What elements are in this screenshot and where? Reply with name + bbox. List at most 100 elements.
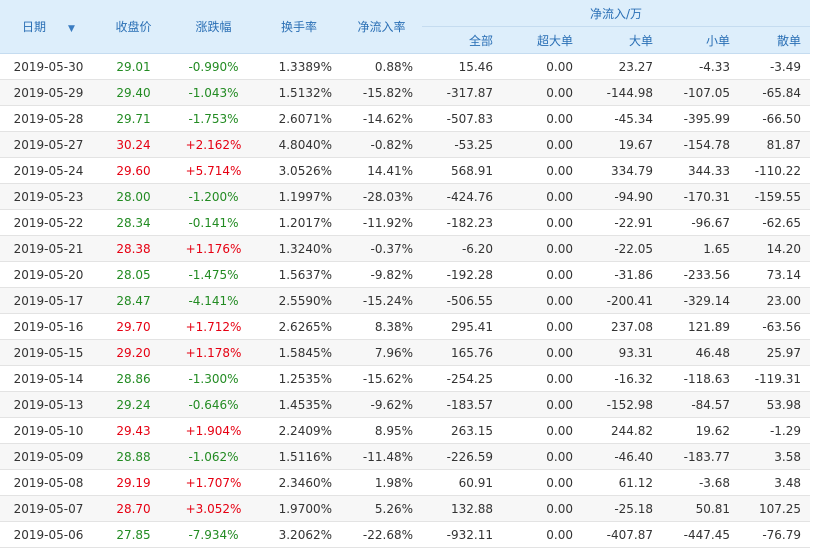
header-netflow-rate[interactable]: 净流入率 [341,0,422,54]
header-close[interactable]: 收盘价 [97,0,170,54]
cell-netflow-rate: -11.48% [341,443,422,470]
cell-date: 2019-05-15 [0,339,97,366]
cell-change: -0.990% [170,53,257,80]
cell-large: -144.98 [582,79,662,106]
header-large[interactable]: 大单 [582,26,662,54]
cell-close: 28.00 [97,183,170,210]
table-row: 2019-05-20 28.05 -1.475% 1.5637% -9.82% -192.… [0,261,811,288]
cell-turnover: 1.2535% [257,365,341,392]
cell-super: 0.00 [502,417,582,444]
cell-retail: 53.98 [739,391,811,418]
cell-date: 2019-05-21 [0,235,97,262]
header-change[interactable]: 涨跌幅 [170,0,257,54]
cell-retail: 3.48 [739,469,811,496]
cell-large: 93.31 [582,339,662,366]
cell-large: -31.86 [582,261,662,288]
cell-retail: 25.97 [739,339,811,366]
cell-close: 29.01 [97,53,170,80]
cell-netflow-rate: -22.68% [341,521,422,548]
cell-large: -200.41 [582,287,662,314]
cell-retail: -3.49 [739,53,811,80]
cell-netflow-rate: -15.24% [341,287,422,314]
cell-netflow-rate: -15.62% [341,365,422,392]
cell-date: 2019-05-20 [0,261,97,288]
cell-retail: -1.29 [739,417,811,444]
cell-large: -46.40 [582,443,662,470]
cell-turnover: 1.5637% [257,261,341,288]
cell-turnover: 2.5590% [257,287,341,314]
cell-turnover: 1.3240% [257,235,341,262]
cell-large: -94.90 [582,183,662,210]
cell-change: -1.475% [170,261,257,288]
cell-large: -16.32 [582,365,662,392]
cell-small: -447.45 [662,521,739,548]
cell-large: 61.12 [582,469,662,496]
cell-small: 121.89 [662,313,739,340]
cell-close: 30.24 [97,131,170,158]
table-row: 2019-05-14 28.86 -1.300% 1.2535% -15.62% -254… [0,365,811,392]
header-small[interactable]: 小单 [662,26,739,54]
cell-super: 0.00 [502,469,582,496]
cell-super: 0.00 [502,105,582,132]
cell-close: 29.19 [97,469,170,496]
cell-turnover: 1.5116% [257,443,341,470]
cell-close: 28.88 [97,443,170,470]
header-turnover[interactable]: 换手率 [257,0,341,54]
cell-netflow-rate: -0.37% [341,235,422,262]
cell-small: -329.14 [662,287,739,314]
cell-small: -233.56 [662,261,739,288]
cell-change: +1.178% [170,339,257,366]
header-super[interactable]: 超大单 [502,26,582,54]
cell-netflow-rate: 1.98% [341,469,422,496]
cell-change: +2.162% [170,131,257,158]
cell-total: -254.25 [422,365,502,392]
cell-small: -118.63 [662,365,739,392]
cell-super: 0.00 [502,365,582,392]
cell-date: 2019-05-24 [0,157,97,184]
cell-super: 0.00 [502,183,582,210]
cell-small: 46.48 [662,339,739,366]
cell-turnover: 1.9700% [257,495,341,522]
cell-large: -22.05 [582,235,662,262]
header-retail[interactable]: 散单 [739,26,811,54]
cell-large: -45.34 [582,105,662,132]
cell-super: 0.00 [502,313,582,340]
cell-close: 29.40 [97,79,170,106]
cell-change: +5.714% [170,157,257,184]
cell-turnover: 1.1997% [257,183,341,210]
cell-date: 2019-05-07 [0,495,97,522]
cell-small: -96.67 [662,209,739,236]
cell-turnover: 1.5845% [257,339,341,366]
cell-netflow-rate: -0.82% [341,131,422,158]
cell-turnover: 2.6265% [257,313,341,340]
cell-total: -6.20 [422,235,502,262]
cell-turnover: 2.3460% [257,469,341,496]
cell-turnover: 1.4535% [257,391,341,418]
cell-total: 60.91 [422,469,502,496]
table-row: 2019-05-15 29.20 +1.178% 1.5845% 7.96% 165.76… [0,339,811,366]
cell-close: 29.60 [97,157,170,184]
cell-close: 29.71 [97,105,170,132]
header-total[interactable]: 全部 [422,26,502,54]
sort-down-icon[interactable]: ▼ [68,24,75,34]
header-date[interactable]: 日期 ▼ [0,0,97,54]
cell-super: 0.00 [502,521,582,548]
cell-retail: -159.55 [739,183,811,210]
cell-super: 0.00 [502,157,582,184]
cell-small: -107.05 [662,79,739,106]
cell-large: 19.67 [582,131,662,158]
table-row: 2019-05-29 29.40 -1.043% 1.5132% -15.82% -317… [0,79,811,106]
cell-date: 2019-05-29 [0,79,97,106]
cell-netflow-rate: -28.03% [341,183,422,210]
cell-super: 0.00 [502,261,582,288]
cell-change: -1.200% [170,183,257,210]
cell-netflow-rate: 14.41% [341,157,422,184]
cell-total: -182.23 [422,209,502,236]
cell-change: -0.646% [170,391,257,418]
cell-super: 0.00 [502,131,582,158]
cell-change: +1.712% [170,313,257,340]
cell-total: 132.88 [422,495,502,522]
cell-netflow-rate: -11.92% [341,209,422,236]
table-row: 2019-05-23 28.00 -1.200% 1.1997% -28.03% -424… [0,183,811,210]
cell-date: 2019-05-16 [0,313,97,340]
